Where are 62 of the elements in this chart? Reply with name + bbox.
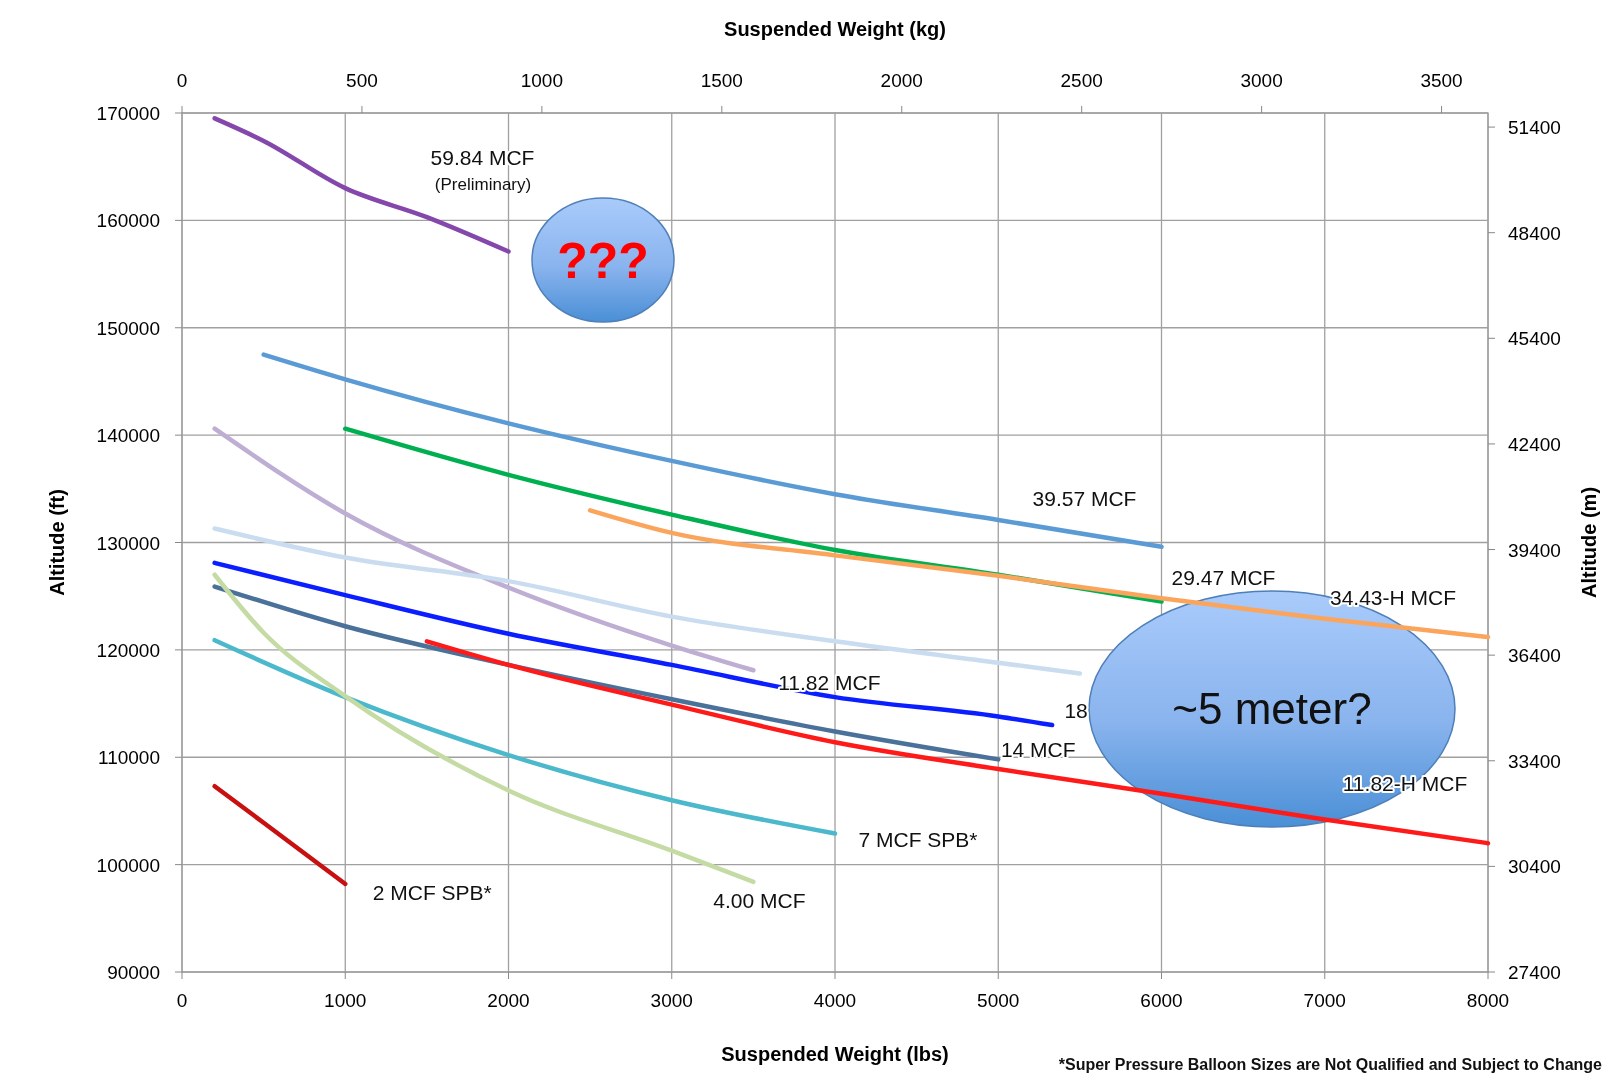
text: *Super Pressure Balloon Sizes are Not Qualified and Subject to Change [1058, 1055, 1603, 1073]
line-series [212, 526, 1083, 676]
series-label: 11.82 MCF [778, 670, 881, 694]
y-axis-title: Altitude (ft) [46, 489, 68, 596]
series-label: 2 MCF SPB* [372, 881, 492, 905]
x2-tick-label: 500 [346, 70, 378, 91]
y-tick-label: 170000 [96, 103, 160, 124]
y-tick-label: 110000 [98, 747, 160, 769]
y2-tick-label: 27400 [1508, 962, 1561, 983]
y2-tick-label: 48400 [1508, 222, 1561, 244]
x2-tick-label: 3000 [1240, 70, 1283, 91]
y-tick-label: 100000 [96, 854, 160, 876]
x2-axis-title: Suspended Weight (kg) [724, 18, 946, 40]
x2-tick-label: 2000 [880, 70, 923, 91]
x2-tick-label: 1000 [520, 70, 564, 91]
x-tick-label: 5000 [977, 990, 1020, 1011]
line-series [212, 572, 756, 885]
line-series [587, 508, 1491, 640]
y2-tick-label: 39400 [1508, 539, 1561, 561]
x2-tick-label: 2500 [1060, 70, 1103, 91]
y2-tick-label: 51400 [1508, 117, 1561, 139]
x-tick-label: 3000 [650, 990, 693, 1011]
series-label: 14 MCF [1000, 737, 1076, 761]
x-tick-label: 6000 [1140, 990, 1183, 1011]
series-label: 7 MCF SPB* [858, 827, 978, 851]
series-label: 29.47 MCF [1171, 565, 1276, 589]
x-tick-label: 8000 [1466, 990, 1510, 1011]
line-series [424, 639, 1491, 846]
line-series [212, 560, 1055, 728]
text: 59.84 MCF [430, 145, 535, 169]
y-tick-label: 130000 [96, 532, 160, 554]
y2-axis-title: Altitude (m) [1578, 486, 1600, 599]
x-tick-label: 4000 [813, 990, 857, 1011]
annotation: ??? [557, 232, 649, 289]
series-label: 34.43-H MCF [1329, 586, 1457, 610]
series-label: 4.00 MCF [713, 889, 806, 913]
y2-tick-label: 45400 [1508, 328, 1561, 350]
series-label: 39.57 MCF [1032, 487, 1137, 511]
y-tick-label: 140000 [96, 425, 160, 447]
y2-tick-label: 42400 [1508, 433, 1561, 455]
line-series [212, 426, 756, 673]
line-series [261, 352, 1164, 550]
line-series [212, 637, 838, 836]
annotation: ~5 meter? [1172, 684, 1372, 734]
x-tick-label: 2000 [487, 990, 530, 1011]
annotation: (Preliminary) [434, 174, 532, 194]
x-tick-label: 1000 [324, 990, 367, 1011]
x2-tick-label: 1500 [700, 70, 743, 91]
y-tick-label: 160000 [96, 210, 160, 232]
y2-tick-label: 36400 [1508, 645, 1561, 667]
x2-tick-label: 3500 [1420, 70, 1463, 91]
y-tick-label: 90000 [107, 962, 160, 983]
series-label: 18 [1064, 699, 1088, 723]
x-axis-title: Suspended Weight (lbs) [721, 1043, 949, 1065]
y-tick-label: 120000 [96, 639, 160, 661]
y-tick-label: 150000 [96, 317, 160, 339]
series-label: 11.82-H MCF [1342, 771, 1468, 795]
x2-tick-label: 0 [176, 70, 188, 91]
x-tick-label: 7000 [1303, 990, 1346, 1011]
y2-tick-label: 33400 [1508, 750, 1561, 772]
y2-tick-label: 30400 [1508, 856, 1561, 878]
x-tick-label: 0 [176, 990, 188, 1011]
